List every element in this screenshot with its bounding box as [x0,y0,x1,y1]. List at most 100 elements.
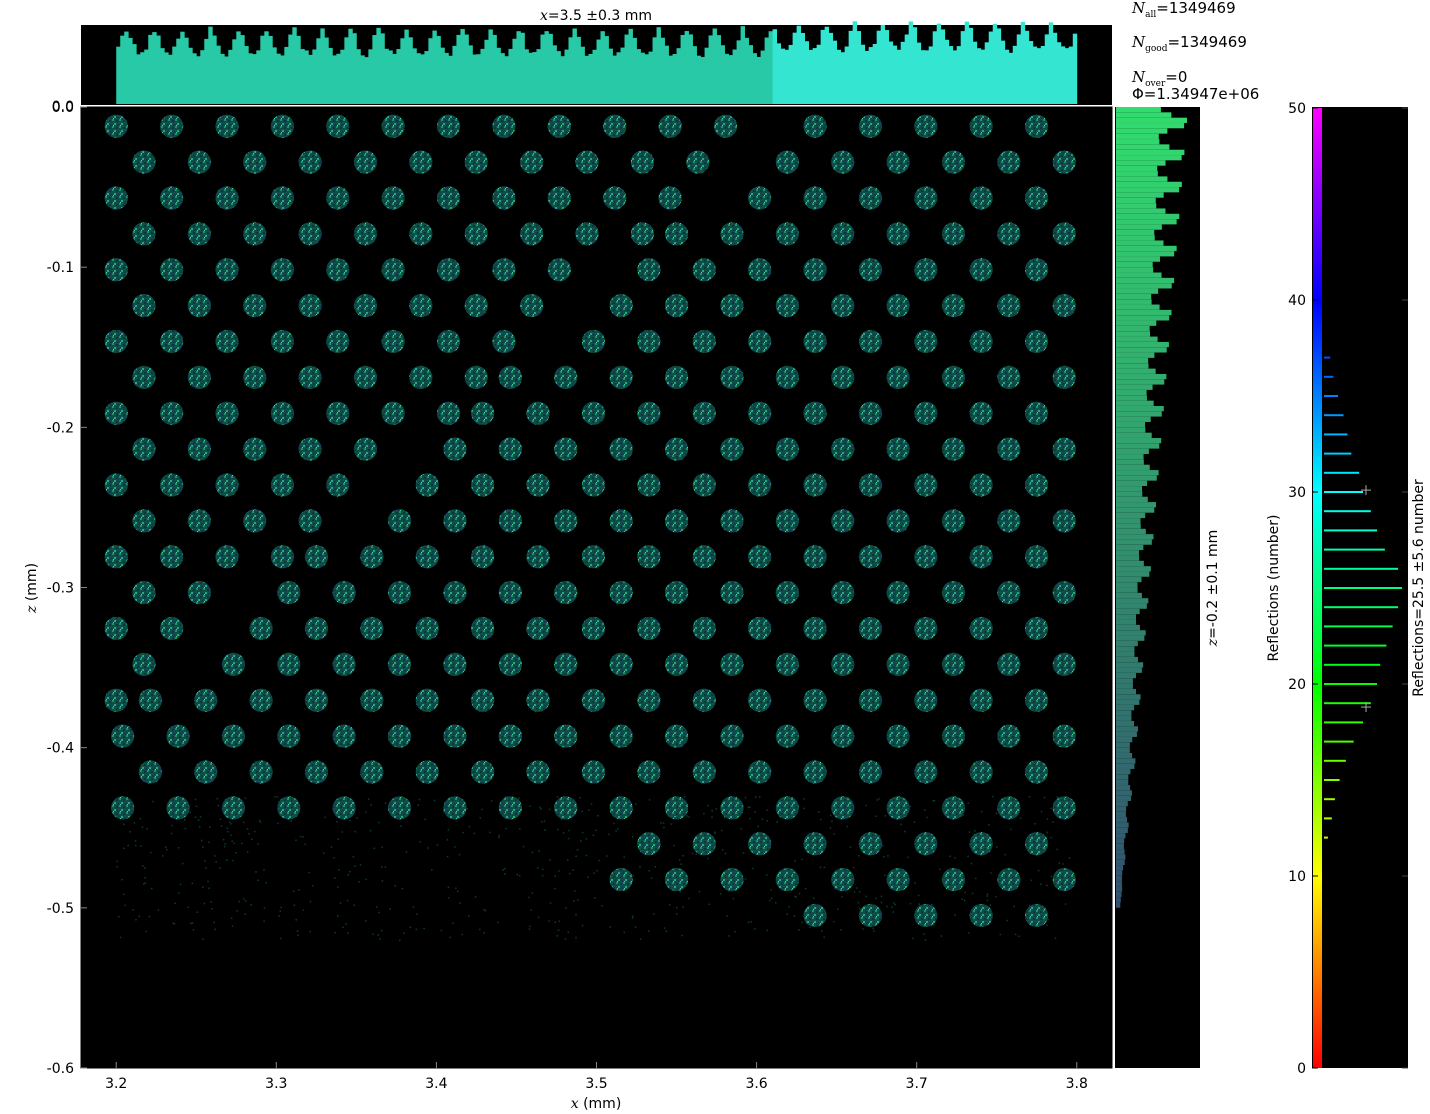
noise-pixel [732,897,735,900]
noise-pixel [334,931,337,934]
noise-pixel [274,795,276,798]
z-profile-bar [1116,304,1160,310]
spot [104,473,128,497]
x-profile-bar [544,31,549,104]
z-profile-bar [1116,646,1135,652]
noise-pixel [549,859,551,861]
x-profile-bar [548,33,553,104]
z-profile-bar [1116,293,1152,300]
noise-pixel [884,874,886,876]
noise-pixel [816,839,819,842]
z-profile-bar [1116,811,1126,818]
noise-pixel [996,846,998,848]
spot [187,581,211,605]
spot [581,401,606,425]
x-profile-bar [764,37,770,104]
x-profile-bar [800,32,806,104]
noise-pixel [263,907,266,909]
x-profile-bar [336,53,341,104]
x-profile-bar [664,45,669,104]
spot [803,114,827,138]
noise-pixel [721,849,724,851]
noise-pixel [295,839,297,842]
noise-pixel [560,818,563,820]
spot [215,545,239,569]
spot [381,114,405,138]
spot [243,509,267,533]
spot [775,293,799,318]
noise-pixel [364,811,367,814]
x-profile-bar [696,55,701,104]
noise-pixel [202,938,204,941]
spot [471,473,495,497]
noise-pixel [544,829,546,831]
noise-pixel [949,855,951,857]
spot [914,329,938,354]
noise-pixel [803,807,806,810]
spot [692,258,716,282]
x-profile-bar [652,37,657,104]
spot [415,616,439,641]
spot [997,652,1021,676]
noise-pixel [143,883,145,886]
x-profile-bar [756,56,761,104]
z-profile-bar [1116,219,1177,225]
spot [1024,545,1049,569]
noise-pixel [647,930,650,932]
x-profile-bar [1068,46,1074,104]
noise-pixel [754,811,756,813]
noise-pixel [837,908,839,911]
spot [326,329,350,354]
noise-pixel [548,808,551,811]
z-profile-bar [1116,859,1125,866]
noise-pixel [403,932,405,934]
noise-pixel [585,838,588,840]
spot [858,903,883,928]
z-profile-bar [1116,357,1149,364]
spot [581,473,606,497]
noise-pixel [378,911,380,914]
spot [1052,365,1076,389]
noise-pixel [144,867,146,869]
spot [775,581,799,605]
x-profile-bar [332,55,337,104]
noise-pixel [891,906,893,908]
noise-pixel [290,820,293,822]
spot [831,437,855,461]
spot [803,329,827,354]
noise-pixel [909,805,912,808]
spot [1024,903,1049,928]
noise-pixel [968,831,971,833]
x-profile-bar [848,30,854,104]
noise-pixel [660,822,662,824]
spot [581,616,606,641]
spot [831,796,855,820]
noise-pixel [932,800,934,802]
spot [658,114,682,138]
noise-pixel [986,893,989,895]
z-profile-bar [1116,384,1153,390]
noise-pixel [829,814,832,817]
noise-pixel [244,797,247,800]
noise-pixel [129,800,132,802]
noise-pixel [377,934,379,936]
noise-pixel [232,859,234,862]
spot [187,437,211,461]
noise-pixel [165,846,167,848]
noise-pixel [719,892,722,895]
noise-pixel [556,935,559,937]
noise-pixel [201,839,203,842]
x-profile-bar [192,53,197,104]
noise-pixel [1039,921,1041,924]
noise-pixel [855,887,858,889]
x-profile-bar [940,29,946,104]
z-profile-bar [1116,224,1162,230]
spot [603,186,627,210]
x-profile-bar [472,54,477,104]
spot [609,293,633,318]
noise-pixel [259,821,262,823]
noise-pixel [1065,797,1067,800]
noise-pixel [548,920,550,922]
x-profile-bar [964,21,970,104]
x-profile-bar [404,29,409,104]
